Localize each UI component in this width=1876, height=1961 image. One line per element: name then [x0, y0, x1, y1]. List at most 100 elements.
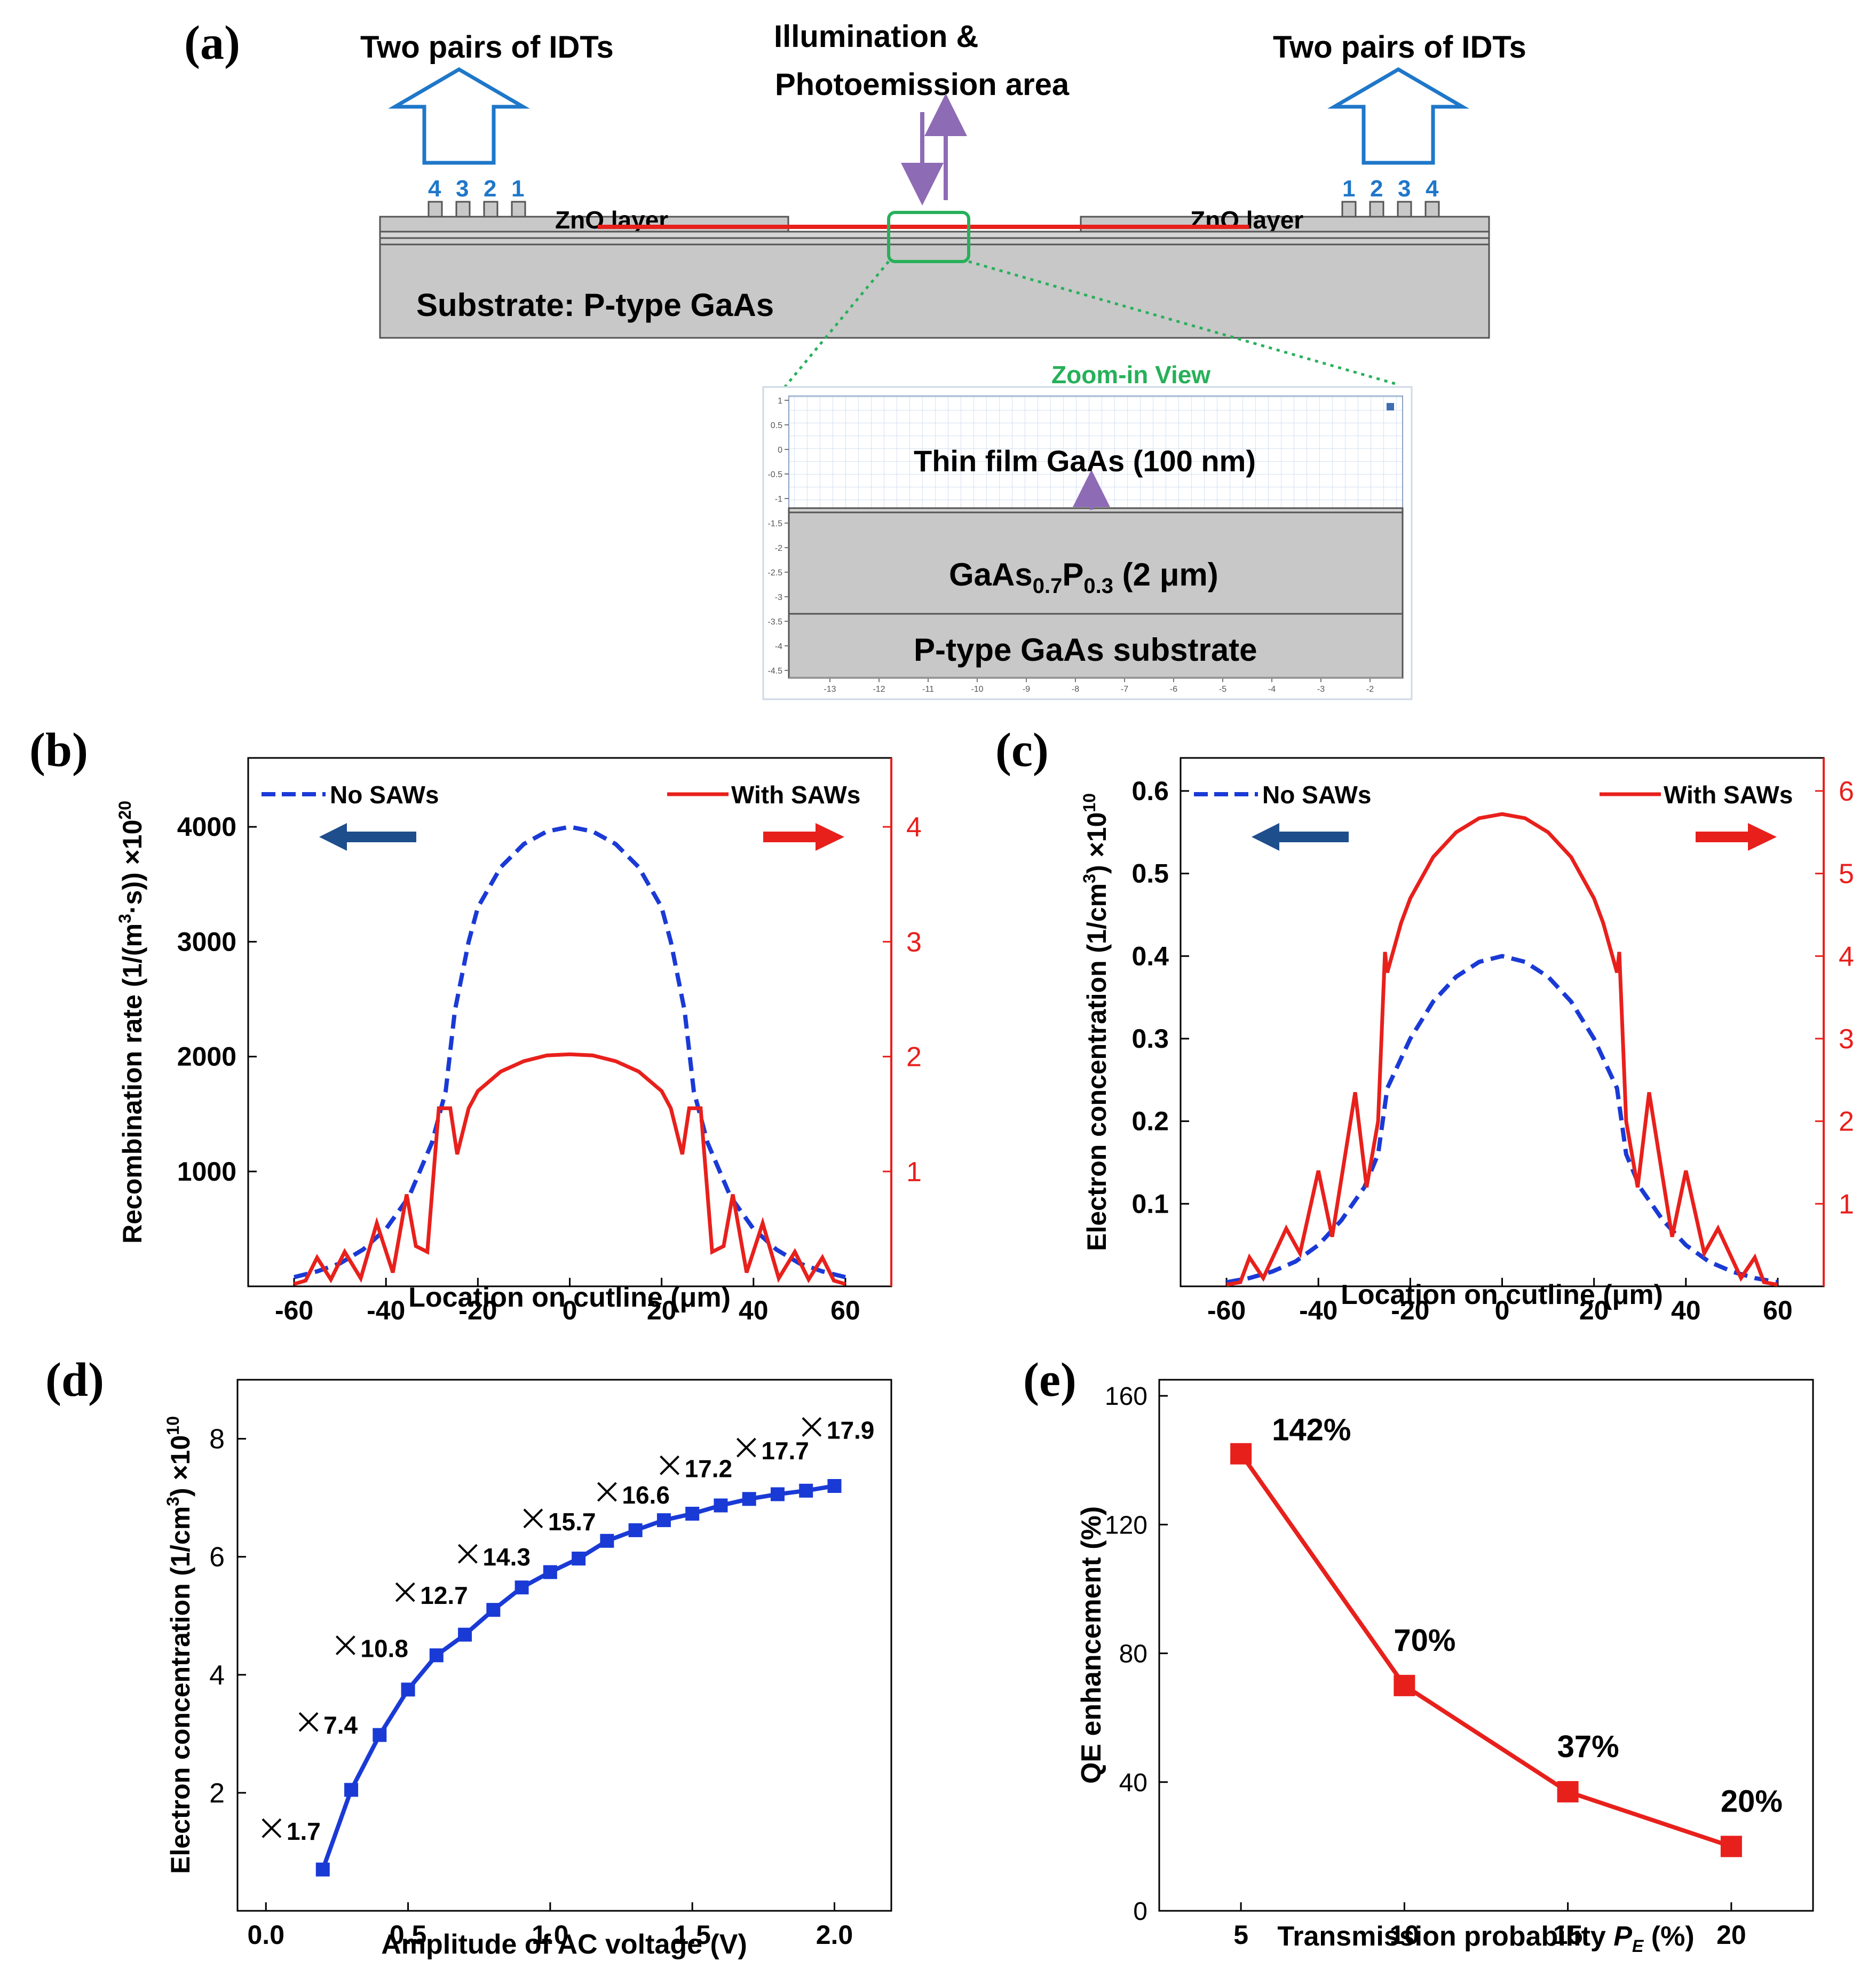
zoom-y-tick-label: -0.5: [767, 470, 782, 479]
y-tick-label: 4000: [177, 812, 236, 842]
x-axis-label: Location on cutline (μm): [1341, 1279, 1663, 1310]
cross-marker-icon: [395, 1582, 415, 1602]
y-tick-label: 1000: [177, 1157, 236, 1187]
annotation-label: 15.7: [548, 1508, 596, 1536]
data-point: [429, 1648, 444, 1663]
annotation-label: 12.7: [420, 1582, 468, 1609]
zoom-y-tick-label: 0: [778, 446, 782, 455]
idt-num: 2: [484, 176, 496, 202]
x-tick-label: 2.0: [816, 1920, 853, 1950]
data-point: [572, 1551, 586, 1565]
y-right-tick-label: 4: [1839, 941, 1854, 972]
x-tick-label: 1.5: [674, 1920, 711, 1950]
zoom-guide-left: [782, 260, 890, 390]
x-tick-label: 15: [1553, 1920, 1583, 1950]
zoom-x-ticks: -13 -12 -11 -10 -9 -8 -7 -6 -5 -4 -3 -2: [824, 678, 1374, 694]
zoom-y-tick-label: -2.5: [767, 568, 782, 578]
thin-film-layer: [379, 231, 1490, 239]
panel-a-label: (a): [184, 17, 240, 69]
series-no-saws-line: [294, 825, 846, 1279]
panel-c-label: (c): [995, 724, 1049, 777]
zoom-y-tick-label: -2: [775, 544, 782, 553]
zoom-substrate-layer: [788, 613, 1404, 679]
series-no-saws-line: [1226, 954, 1778, 1285]
cross-marker-icon: [457, 1544, 478, 1564]
data-label: 37%: [1557, 1729, 1619, 1764]
y-tick-label: 8: [209, 1424, 225, 1455]
x-tick-label: -60: [1207, 1295, 1246, 1325]
y-right-tick-label: 6: [1839, 776, 1854, 807]
y-tick-label: 0.2: [1131, 1106, 1169, 1136]
zoom-x-tick-label: -11: [922, 685, 934, 694]
data-point: [543, 1565, 557, 1579]
data-point: [1557, 1781, 1579, 1802]
panel-a: (a) Two pairs of IDTs Two pairs of IDTs …: [184, 17, 1526, 700]
x-tick-label: 5: [1233, 1920, 1248, 1950]
y-axis-label: QE enhancement (%): [1076, 1506, 1107, 1784]
y-right-tick-label: 3: [906, 927, 922, 958]
data-point: [315, 1862, 330, 1877]
zoom-in-view: Zoom-in View Thin film GaAs (100 nm) GaA…: [762, 361, 1413, 700]
data-point: [1720, 1836, 1742, 1857]
legend-with-saws: With SAWs: [1664, 781, 1793, 809]
idt-electrodes-left: [428, 201, 526, 218]
y-tick-label: 160: [1105, 1382, 1147, 1411]
annotation-label: 17.7: [761, 1437, 809, 1465]
x-tick-label: 0: [563, 1295, 577, 1325]
data-point: [685, 1506, 700, 1521]
legend-no-saws: No SAWs: [1262, 781, 1371, 809]
data-point: [514, 1580, 529, 1595]
cross-marker-icon: [802, 1417, 822, 1437]
series-markers: [315, 1479, 842, 1877]
data-point: [1394, 1674, 1415, 1696]
cross-marker-icon: [736, 1437, 756, 1458]
arrow-right-icon: [1696, 823, 1777, 851]
data-label: 20%: [1721, 1784, 1783, 1818]
zoom-y-tick-label: -4.5: [767, 667, 782, 676]
data-point: [656, 1513, 671, 1528]
zoom-y-tick-label: -3: [775, 593, 782, 602]
y-tick-label: 0.3: [1131, 1024, 1169, 1054]
annotation-label: 16.6: [622, 1481, 670, 1509]
zoom-layer3-label: P-type GaAs substrate: [914, 632, 1257, 668]
y-right-tick-label: 5: [1839, 859, 1854, 890]
series-line: [1239, 1452, 1732, 1849]
x-tick-label: 20: [1716, 1920, 1746, 1950]
x-tick-label: 20: [647, 1295, 677, 1325]
panel-c: (c) -60 -40 -20 0 20 40 60 0.1 0.2 0.3 0.4 0.5 0.6 1 2…: [995, 724, 1854, 1325]
zno-layer-left: [379, 216, 789, 233]
zoom-gaasp-layer: [788, 511, 1404, 615]
x-tick-label: 0.0: [248, 1920, 285, 1950]
cross-marker-icon: [335, 1635, 355, 1655]
x-tick-label: 0.5: [390, 1920, 427, 1950]
annotations: 1.7 7.4 10.8 12.7 14.3 15.7 16.6 17.2 17.7 17.9: [262, 1416, 874, 1845]
data-point: [458, 1627, 472, 1642]
y-tick-label: 3000: [177, 927, 236, 956]
zoom-y-tick-label: -1.5: [767, 519, 782, 528]
zoom-y-tick-label: 0.5: [771, 421, 782, 430]
annotation-label: 17.2: [685, 1454, 733, 1482]
y-right-tick-label: 2: [1839, 1106, 1854, 1137]
data-point: [600, 1533, 614, 1548]
zoom-guide-right: [968, 260, 1398, 386]
data-point: [401, 1682, 415, 1697]
zoom-y-tick-label: 1: [778, 397, 782, 406]
zoom-x-tick-label: -13: [824, 685, 836, 694]
x-tick-label: 40: [1671, 1295, 1701, 1325]
idt-electrodes-right: [1341, 201, 1440, 218]
panel-d: (d) 0.0 0.5 1.0 1.5 2.0 2 4 6 8 1.7 7.4 10.8 12.7 14…: [45, 1354, 892, 1960]
data-point: [344, 1783, 359, 1797]
x-tick-label: 0: [1495, 1295, 1510, 1325]
x-tick-label: -20: [1391, 1295, 1429, 1325]
y-tick-label: 0.6: [1131, 776, 1169, 806]
x-axis-label: Location on cutline (μm): [408, 1282, 731, 1313]
x-tick-label: 60: [830, 1295, 860, 1325]
x-tick-label: 10: [1390, 1920, 1420, 1950]
idt-num: 4: [428, 176, 441, 202]
legend: No SAWs With SAWs: [262, 781, 860, 851]
y-tick-label: 80: [1119, 1640, 1147, 1669]
y-right-tick-label: 1: [906, 1157, 922, 1188]
data-labels: 142% 70% 37% 20%: [1272, 1413, 1783, 1819]
series-markers: [1230, 1443, 1742, 1857]
x-tick-label: -60: [275, 1295, 313, 1325]
